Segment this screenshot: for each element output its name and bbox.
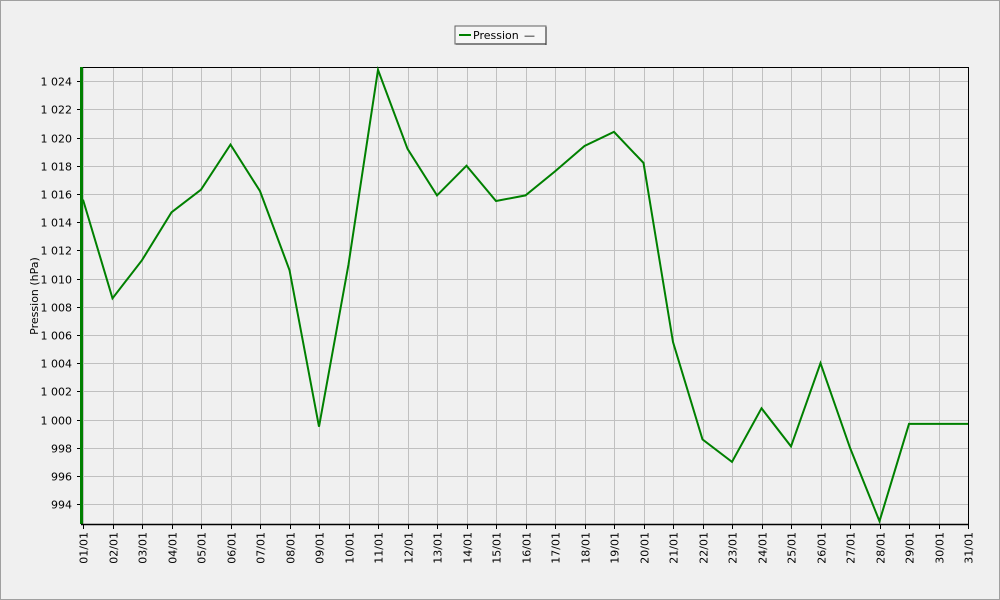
y-tick-label: 1 016	[41, 189, 73, 202]
y-tick-label: 1 020	[41, 133, 73, 146]
grid-lines	[81, 67, 969, 524]
x-tick-label: 28/01	[875, 532, 888, 564]
legend-suffix: —	[524, 29, 535, 42]
x-tick-label: 06/01	[226, 532, 239, 564]
y-tick-label: 1 018	[41, 161, 73, 174]
y-tick-label: 998	[51, 443, 72, 456]
legend-label: Pression	[473, 29, 519, 42]
x-tick-label: 02/01	[108, 532, 121, 564]
y-tick-label: 1 024	[41, 76, 73, 89]
y-tick-label: 1 010	[41, 274, 73, 287]
x-tick-label: 27/01	[845, 532, 858, 564]
x-tick-label: 14/01	[462, 532, 475, 564]
y-axis-title: Pression (hPa)	[28, 257, 41, 335]
y-tick-label: 1 002	[41, 386, 73, 399]
x-tick-label: 05/01	[196, 532, 209, 564]
y-tick-label: 1 014	[41, 217, 73, 230]
x-tick-label: 23/01	[727, 532, 740, 564]
x-tick-label: 29/01	[904, 532, 917, 564]
plot-area	[81, 67, 968, 524]
x-tick-label: 03/01	[137, 532, 150, 564]
x-tick-label: 17/01	[550, 532, 563, 564]
x-tick-label: 09/01	[314, 532, 327, 564]
x-tick-label: 24/01	[757, 532, 770, 564]
x-tick-label: 10/01	[344, 532, 357, 564]
x-tick-label: 19/01	[609, 532, 622, 564]
x-tick-label: 20/01	[639, 532, 652, 564]
legend[interactable]: Pression —	[454, 25, 547, 45]
x-tick-label: 31/01	[963, 532, 976, 564]
y-tick-label: 1 022	[41, 104, 73, 117]
x-tick-label: 21/01	[668, 532, 681, 564]
x-tick-label: 07/01	[255, 532, 268, 564]
y-tick-label: 996	[51, 471, 72, 484]
y-tick-label: 1 004	[41, 358, 73, 371]
x-tick-label: 22/01	[698, 532, 711, 564]
x-tick-label: 11/01	[373, 532, 386, 564]
x-tick-label: 26/01	[816, 532, 829, 564]
series-layer	[82, 65, 969, 525]
y-tick-label: 1 000	[41, 415, 73, 428]
x-tick-label: 16/01	[521, 532, 534, 564]
x-tick-label: 01/01	[78, 532, 91, 564]
y-tick-label: 1 006	[41, 330, 73, 343]
x-tick-labels: 01/01 02/01 03/01 04/01 05/01 06/01 07/01 08/01…	[78, 532, 976, 564]
x-tick-label: 12/01	[403, 532, 416, 564]
y-tick-label: 1 008	[41, 302, 73, 315]
y-tick-label: 994	[51, 499, 72, 512]
x-tick-label: 08/01	[285, 532, 298, 564]
x-tick-label: 30/01	[934, 532, 947, 564]
x-tick-label: 15/01	[491, 532, 504, 564]
y-tick-label: 1 012	[41, 245, 73, 258]
y-tick-labels: 994 996 998 1 000 1 002 1 004 1 006 1 008 1 010 1…	[41, 76, 73, 512]
x-tick-label: 04/01	[167, 532, 180, 564]
x-tick-label: 18/01	[580, 532, 593, 564]
x-tick-label: 25/01	[786, 532, 799, 564]
x-tick-label: 13/01	[432, 532, 445, 564]
